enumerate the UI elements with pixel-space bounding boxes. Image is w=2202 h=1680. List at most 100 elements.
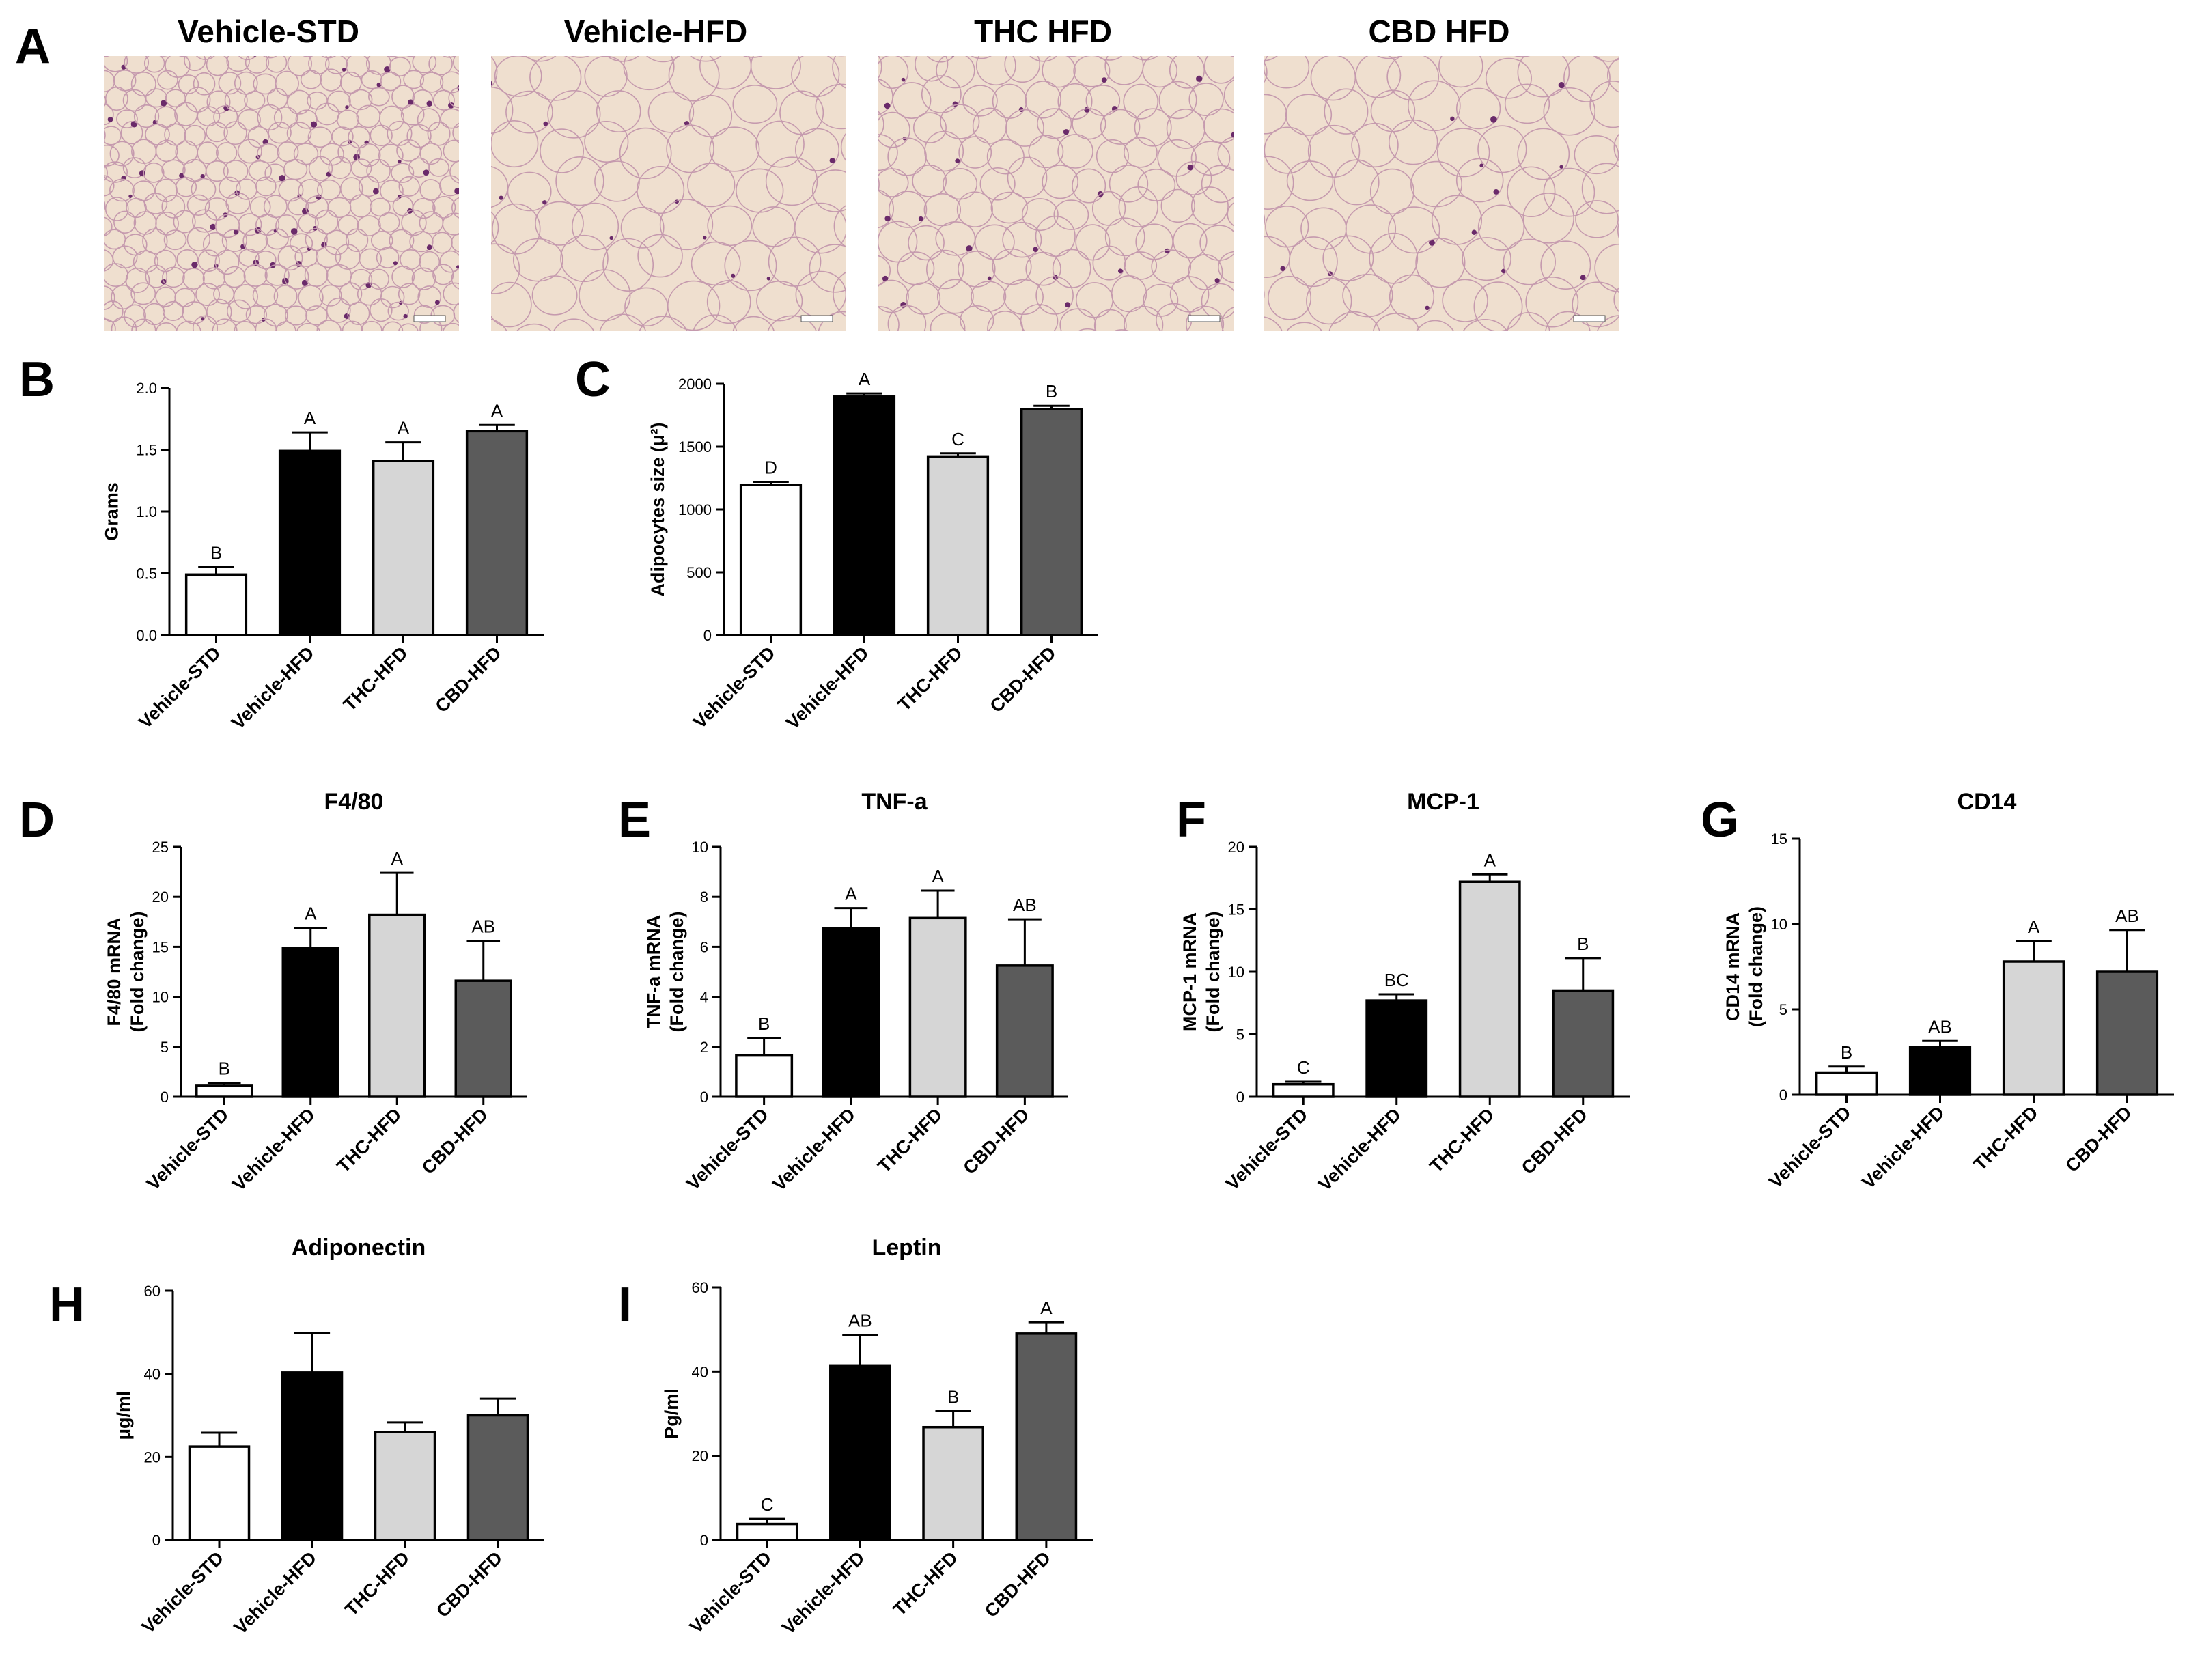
chart-panel-f: F MCP-1 0 5 10 15 20 MCP-1 mRNA (Fold change) Veh… [1176, 789, 1630, 1195]
x-category-label: Vehicle-STD [686, 1548, 776, 1638]
x-category-label: THC-HFD [874, 1104, 946, 1177]
y-tick-label: 5 [161, 1039, 169, 1056]
y-tick-label: 20 [1228, 839, 1244, 856]
bar-cbd-hfd [1020, 408, 1083, 636]
micrograph-image [1264, 56, 1619, 331]
y-axis-label-line2: (Fold change) [1746, 906, 1766, 1027]
bar-vehicle-hfd [281, 947, 339, 1098]
y-tick-label: 15 [1228, 901, 1244, 919]
panel-letter: I [618, 1278, 632, 1332]
bar-vehicle-hfd [281, 1371, 344, 1541]
y-tick-label: 2000 [678, 376, 712, 393]
y-axis-label: Adipocytes size (μ²) [647, 422, 668, 596]
y-axis-label-line2: (Fold change) [1203, 912, 1223, 1033]
significance-letter: A [2028, 916, 2040, 937]
adipocyte-cells [1264, 56, 1619, 331]
chart-title: CD14 [1957, 789, 2017, 815]
y-tick-label: 10 [152, 989, 169, 1006]
x-category-label: Vehicle-STD [143, 1104, 233, 1194]
x-category-label: THC-HFD [1970, 1102, 2042, 1175]
significance-letter: A [398, 418, 410, 438]
bar-thc-hfd [908, 916, 967, 1098]
bar-vehicle-std [735, 1054, 794, 1098]
significance-letter: B [1046, 381, 1057, 402]
x-category-label: Vehicle-HFD [769, 1104, 860, 1195]
bar-thc-hfd [922, 1425, 984, 1541]
x-category-label: THC-HFD [1425, 1104, 1498, 1177]
scale-bar [1573, 315, 1606, 322]
panel-a-micrographs: A Vehicle-STD Vehicle-HFD THC HFD CBD HF… [15, 14, 1619, 331]
chart-panel-d: D F4/80 0 5 10 15 20 25 F4/80 mRNA (Fold change) V… [19, 789, 527, 1195]
micrograph-title-cbd-hfd: CBD HFD [1369, 14, 1510, 49]
scale-bar [800, 315, 833, 322]
significance-letter: A [1040, 1298, 1053, 1318]
panel-letter-a: A [15, 19, 51, 74]
x-category-label: Vehicle-HFD [230, 1548, 321, 1638]
adipocyte-cells [878, 56, 1234, 331]
chart-title: Leptin [872, 1235, 942, 1261]
x-category-label: CBD-HFD [432, 1548, 506, 1621]
bar-cbd-hfd [2095, 970, 2159, 1096]
y-tick-label: 0 [703, 627, 712, 644]
y-tick-label: 4 [700, 989, 708, 1006]
bar-thc-hfd [368, 913, 426, 1098]
micrograph-image [104, 56, 459, 331]
bar-cbd-hfd [454, 979, 512, 1098]
chart-panel-h: H Adiponectin 0 20 40 60 μg/ml Vehicle-STD Vehic… [49, 1235, 544, 1638]
panel-letter: B [19, 352, 55, 407]
micrograph-cbd-hfd: CBD HFD [1264, 14, 1619, 331]
chart-panel-e: E TNF-a 0 2 4 6 8 10 TNF-a mRNA (Fold change) Vehi… [618, 789, 1068, 1195]
y-tick-label: 500 [686, 564, 712, 581]
y-tick-label: 1500 [678, 438, 712, 456]
x-category-label: CBD-HFD [432, 643, 505, 716]
significance-letter: A [304, 408, 316, 428]
scale-bar [1188, 315, 1221, 322]
y-tick-label: 10 [692, 839, 708, 856]
bar-vehicle-hfd [1365, 999, 1428, 1098]
y-tick-label: 15 [152, 938, 169, 955]
chart-title: MCP-1 [1407, 789, 1479, 815]
micrograph-background [878, 56, 1234, 331]
bar-cbd-hfd [995, 964, 1054, 1098]
y-tick-label: 20 [692, 1448, 708, 1465]
y-axis-label: TNF-a mRNA [643, 915, 664, 1029]
x-category-label: CBD-HFD [418, 1104, 492, 1178]
micrograph-title-vehicle-std: Vehicle-STD [178, 14, 359, 49]
y-axis-label: μg/ml [113, 1390, 134, 1440]
micrograph-title-vehicle-hfd: Vehicle-HFD [564, 14, 747, 49]
bar-cbd-hfd [1552, 989, 1615, 1098]
significance-letter: C [951, 429, 964, 449]
x-category-label: Vehicle-HFD [1858, 1102, 1949, 1193]
bar-vehicle-hfd [278, 449, 342, 636]
x-category-label: Vehicle-HFD [778, 1548, 869, 1638]
y-tick-label: 40 [144, 1366, 161, 1383]
bar-vehicle-hfd [822, 927, 880, 1098]
x-category-label: THC-HFD [341, 1548, 413, 1620]
significance-letter: BC [1384, 970, 1409, 990]
x-category-label: CBD-HFD [986, 643, 1060, 716]
y-tick-label: 2.0 [136, 380, 157, 397]
panel-letter: G [1701, 793, 1739, 848]
x-category-label: THC-HFD [333, 1104, 405, 1177]
x-category-label: Vehicle-STD [138, 1548, 228, 1638]
bar-cbd-hfd [466, 1414, 529, 1541]
y-tick-label: 1000 [678, 501, 712, 518]
bar-thc-hfd [1458, 880, 1521, 1098]
micrograph-title-thc-hfd: THC HFD [974, 14, 1112, 49]
micrograph-image [878, 56, 1234, 331]
x-category-label: Vehicle-HFD [1314, 1104, 1405, 1195]
significance-letter: A [932, 866, 944, 886]
bar-vehicle-std [1815, 1071, 1878, 1096]
significance-letter: A [491, 400, 503, 421]
significance-letter: AB [1013, 895, 1037, 915]
y-tick-label: 6 [700, 938, 708, 955]
panel-letter: F [1176, 793, 1206, 848]
significance-letter: B [758, 1013, 770, 1034]
x-category-label: Vehicle-STD [682, 1104, 772, 1194]
x-category-label: THC-HFD [889, 1548, 962, 1620]
chart-title: Adiponectin [292, 1235, 426, 1261]
y-axis-label: MCP-1 mRNA [1180, 912, 1200, 1031]
x-category-label: CBD-HFD [1518, 1104, 1591, 1178]
x-category-label: THC-HFD [894, 643, 966, 715]
y-axis-label: F4/80 mRNA [104, 917, 124, 1026]
